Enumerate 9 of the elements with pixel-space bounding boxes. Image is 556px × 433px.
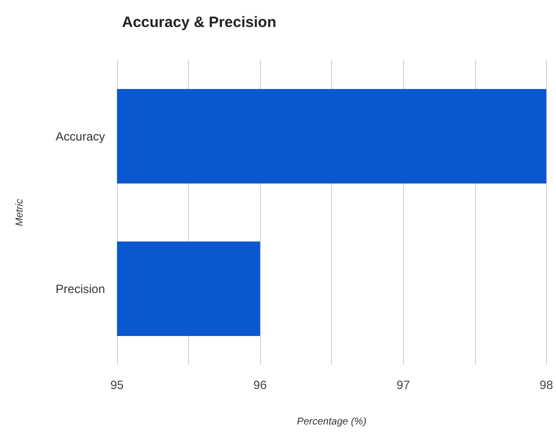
y-axis-title: Metric — [14, 198, 26, 226]
x-tick-label: 98 — [540, 378, 554, 392]
x-axis-title: Percentage (%) — [296, 416, 366, 428]
x-tick-label: 95 — [110, 378, 124, 392]
y-tick-label: Accuracy — [56, 129, 105, 144]
chart-title: Accuracy & Precision — [122, 14, 276, 31]
y-tick-label: Precision — [56, 282, 105, 296]
x-tick-label: 97 — [396, 378, 410, 392]
x-tick-label: 96 — [253, 378, 268, 392]
